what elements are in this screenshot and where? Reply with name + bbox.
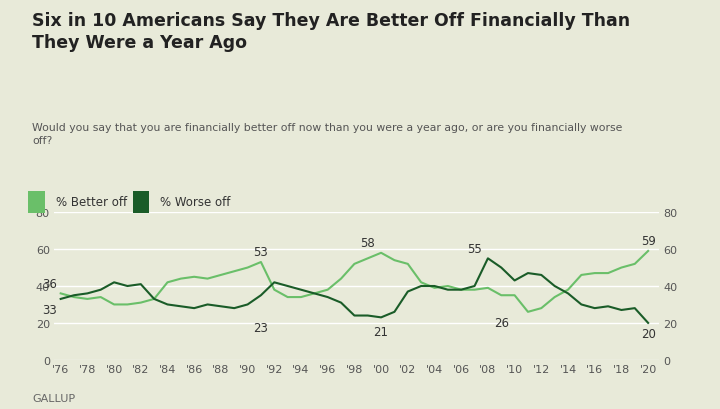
Text: 58: 58	[361, 236, 375, 249]
Text: 53: 53	[253, 246, 269, 259]
Text: 26: 26	[494, 316, 509, 329]
Text: % Better off: % Better off	[56, 196, 127, 209]
Text: 55: 55	[467, 242, 482, 255]
Text: 59: 59	[641, 235, 655, 247]
Text: Would you say that you are financially better off now than you were a year ago, : Would you say that you are financially b…	[32, 123, 623, 146]
Text: GALLUP: GALLUP	[32, 393, 76, 403]
Text: % Worse off: % Worse off	[160, 196, 230, 209]
Text: 36: 36	[42, 277, 57, 290]
Text: 21: 21	[374, 325, 389, 338]
Text: 20: 20	[641, 327, 655, 340]
Text: 33: 33	[42, 303, 57, 316]
Text: 23: 23	[253, 321, 269, 334]
Text: Six in 10 Americans Say They Are Better Off Financially Than
They Were a Year Ag: Six in 10 Americans Say They Are Better …	[32, 12, 631, 52]
